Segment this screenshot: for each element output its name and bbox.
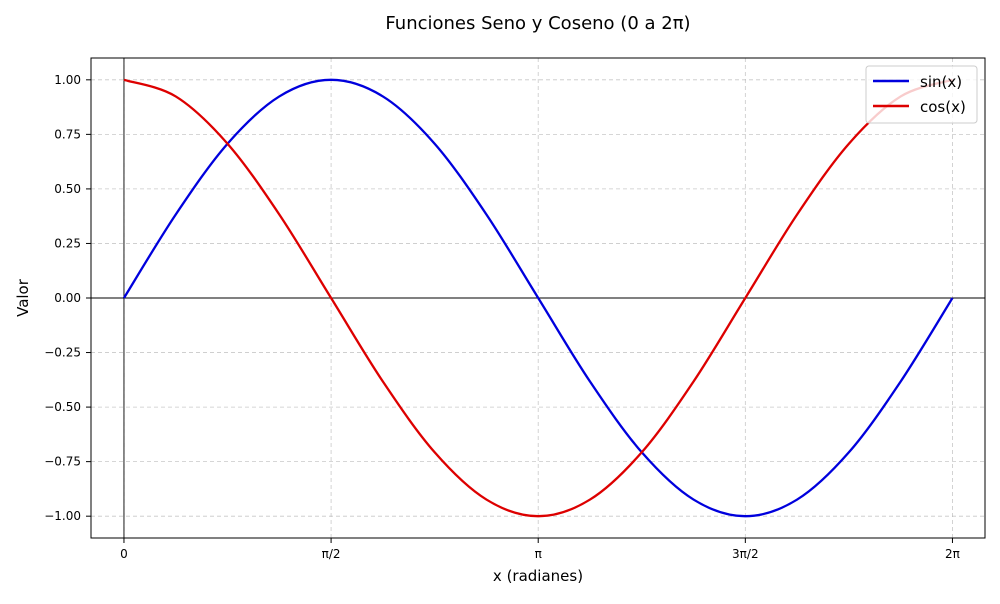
data-point-cos-5	[382, 380, 384, 382]
data-point-cos-7	[485, 499, 487, 501]
y-axis-label: Valor	[14, 278, 32, 317]
data-point-cos-2	[227, 143, 229, 145]
data-point-sin-12	[744, 515, 746, 517]
y-tick-label-7: −0.75	[44, 455, 81, 469]
data-point-cos-8	[537, 515, 539, 517]
legend: sin(x) cos(x)	[865, 65, 978, 124]
data-point-sin-11	[693, 499, 695, 501]
x-tick-label-2: π	[535, 547, 542, 561]
data-point-sin-5	[382, 95, 384, 97]
data-point-sin-15	[900, 380, 902, 382]
y-axis-ticks: 1.00 0.75 0.50 0.25 0.00 −0.25 −0.50 −0.75 −1.00	[44, 73, 91, 523]
data-point-sin-13	[796, 499, 798, 501]
data-point-cos-1	[175, 95, 177, 97]
legend-label-cos: cos(x)	[920, 98, 966, 116]
y-tick-label-6: −0.50	[44, 400, 81, 414]
data-point-sin-8	[537, 297, 539, 299]
data-point-cos-4	[330, 297, 332, 299]
y-tick-label-4: 0.00	[54, 291, 81, 305]
x-tick-label-3: 3π/2	[732, 547, 759, 561]
data-point-cos-9	[589, 499, 591, 501]
data-point-cos-12	[744, 297, 746, 299]
data-point-sin-1	[175, 214, 177, 216]
legend-label-sin: sin(x)	[920, 73, 962, 91]
y-tick-label-5: −0.25	[44, 346, 81, 360]
series-line-sin	[122, 78, 954, 518]
x-tick-label-0: 0	[120, 547, 128, 561]
data-point-cos-10	[641, 451, 643, 453]
x-axis-ticks: 0 π/2 π 3π/2 2π	[120, 538, 960, 561]
data-point-sin-3	[278, 95, 280, 97]
y-tick-label-3: 0.25	[54, 236, 81, 250]
x-axis-label: x (radianes)	[493, 567, 583, 585]
data-point-cos-6	[434, 451, 436, 453]
data-point-cos-14	[848, 143, 850, 145]
series-lines	[122, 78, 954, 518]
x-tick-label-4: 2π	[945, 547, 960, 561]
y-tick-label-0: 1.00	[54, 73, 81, 87]
y-tick-label-1: 0.75	[54, 127, 81, 141]
data-point-cos-3	[278, 214, 280, 216]
data-point-sin-7	[485, 214, 487, 216]
series-line-cos	[123, 78, 953, 518]
data-point-cos-0	[123, 79, 125, 81]
data-point-sin-6	[434, 143, 436, 145]
y-tick-label-8: −1.00	[44, 509, 81, 523]
data-point-sin-9	[589, 380, 591, 382]
chart-title: Funciones Seno y Coseno (0 a 2π)	[385, 13, 690, 34]
data-point-cos-11	[693, 380, 695, 382]
data-point-cos-13	[796, 214, 798, 216]
data-point-sin-4	[330, 79, 332, 81]
x-tick-label-1: π/2	[322, 547, 341, 561]
y-tick-label-2: 0.50	[54, 182, 81, 196]
data-point-sin-16	[951, 297, 953, 299]
data-point-sin-14	[848, 451, 850, 453]
data-point-sin-0	[123, 297, 125, 299]
